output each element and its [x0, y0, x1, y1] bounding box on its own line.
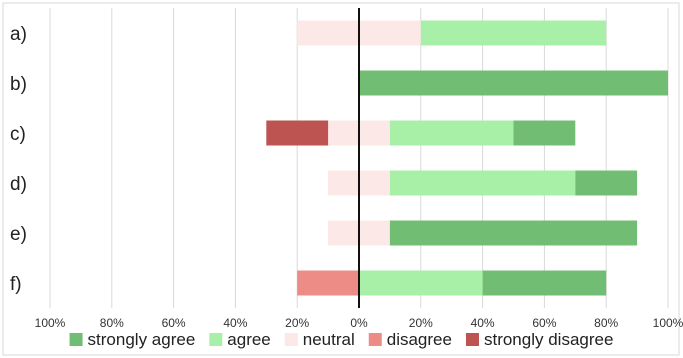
gridlines: [49, 8, 669, 308]
category-label: e): [10, 224, 27, 245]
x-tick-label: 100%: [653, 316, 683, 330]
bar-agree: [389, 120, 514, 146]
bar-strongly-agree: [359, 70, 668, 96]
category-labels: a) b) c) d) e) f): [10, 24, 27, 295]
bar-neutral: [328, 120, 359, 146]
legend-swatch: [368, 333, 382, 346]
legend: strongly agree agree neutral disagree strong…: [69, 330, 613, 349]
bar-strongly-agree: [389, 220, 638, 246]
x-tick-label: 80%: [594, 316, 618, 330]
bar-disagree: [297, 270, 359, 296]
bar-neutral: [359, 20, 421, 46]
bar-neutral: [297, 20, 359, 46]
x-tick-labels: 100% 80% 60% 40% 20% 0% 20% 40% 60% 80% 100%: [35, 316, 683, 330]
bar-neutral: [359, 170, 390, 196]
legend-label: neutral: [303, 330, 355, 349]
legend-label: agree: [227, 330, 270, 349]
x-tick-label: 0%: [350, 316, 368, 330]
x-tick-label: 40%: [223, 316, 247, 330]
x-tick-label: 100%: [35, 316, 66, 330]
x-tick-label: 80%: [100, 316, 124, 330]
bar-neutral: [328, 220, 359, 246]
category-label: b): [10, 74, 27, 95]
x-tick-label: 60%: [162, 316, 186, 330]
bars: [266, 20, 668, 296]
category-label: a): [10, 24, 27, 45]
bar-neutral: [359, 120, 390, 146]
x-tick-label: 40%: [471, 316, 495, 330]
x-tick-label: 20%: [409, 316, 433, 330]
bar-neutral: [359, 220, 390, 246]
legend-swatch: [209, 333, 223, 346]
bar-agree: [389, 170, 576, 196]
bar-strongly-agree: [575, 170, 638, 196]
category-label: d): [10, 174, 27, 195]
bar-strongly-agree: [513, 120, 576, 146]
legend-label: strongly agree: [88, 330, 196, 349]
x-tick-label: 60%: [532, 316, 556, 330]
category-label: c): [10, 124, 26, 145]
legend-swatch: [284, 333, 298, 346]
x-tick-label: 20%: [285, 316, 309, 330]
bar-neutral: [328, 170, 359, 196]
category-label: f): [10, 274, 22, 295]
bar-strongly-agree: [482, 270, 607, 296]
bar-agree: [420, 20, 607, 46]
bar-agree: [359, 270, 483, 296]
legend-swatch: [465, 333, 479, 346]
bar-strongly-disagree: [266, 120, 329, 146]
legend-label: disagree: [387, 330, 452, 349]
legend-swatch: [69, 333, 83, 346]
legend-label: strongly disagree: [484, 330, 613, 349]
